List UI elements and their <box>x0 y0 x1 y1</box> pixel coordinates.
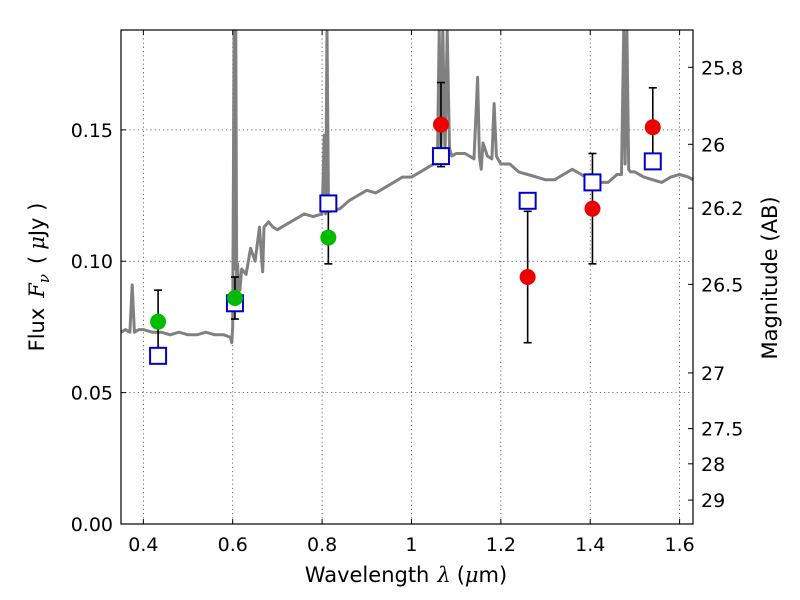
axis-ticks: 0.4 0.6 0.8 1 1.2 1.4 1.6 0.00 0.05 0.10 0.15 25.8 2… <box>71 30 743 556</box>
y2-tick-label: 26 <box>701 134 725 156</box>
x-tick-label: 1.6 <box>664 534 694 556</box>
model-photometry-square <box>149 346 168 365</box>
x-tick-label: 1 <box>405 534 417 556</box>
y2-tick-label: 25.8 <box>701 57 743 79</box>
x-tick-label: 0.6 <box>218 534 248 556</box>
model-photometry-square <box>518 191 537 210</box>
x-tick-label: 0.4 <box>128 534 158 556</box>
observed-flux-point <box>432 116 449 133</box>
x-axis-label: Wavelength λ (μm) <box>305 563 507 587</box>
y-tick-label: 0.10 <box>71 251 113 273</box>
observed-flux-point <box>644 119 661 136</box>
model-photometry-square <box>643 152 662 171</box>
spectrum-line <box>121 30 693 345</box>
x-tick-label: 0.8 <box>307 534 337 556</box>
x-tick-label: 1.2 <box>486 534 516 556</box>
observed-flux-point <box>519 269 536 285</box>
observed-flux-point <box>226 290 243 307</box>
y2-tick-label: 26.5 <box>701 274 743 296</box>
observed-flux-point <box>320 229 337 246</box>
plot-area <box>121 30 693 365</box>
observed-flux-point <box>584 200 601 217</box>
y-axis-label: FluxFν(μJy ) <box>25 203 53 352</box>
y2-tick-label: 26.2 <box>701 198 743 220</box>
y-tick-label: 0.00 <box>71 514 113 536</box>
model-photometry-square <box>431 147 450 166</box>
y-tick-label: 0.05 <box>71 383 113 405</box>
observed-flux-point <box>150 313 167 330</box>
x-tick-label: 1.4 <box>575 534 605 556</box>
model-photometry-square <box>319 194 338 213</box>
model-photometry-square <box>583 173 602 192</box>
y2-tick-label: 27 <box>701 363 725 385</box>
y-tick-label: 0.15 <box>71 120 113 142</box>
y2-tick-label: 29 <box>701 490 725 512</box>
y2-tick-label: 28 <box>701 454 725 476</box>
axes-frame <box>120 29 694 525</box>
grid <box>121 30 693 525</box>
y2-tick-label: 27.5 <box>701 419 743 441</box>
y2-axis-label: Magnitude (AB) <box>758 196 782 359</box>
